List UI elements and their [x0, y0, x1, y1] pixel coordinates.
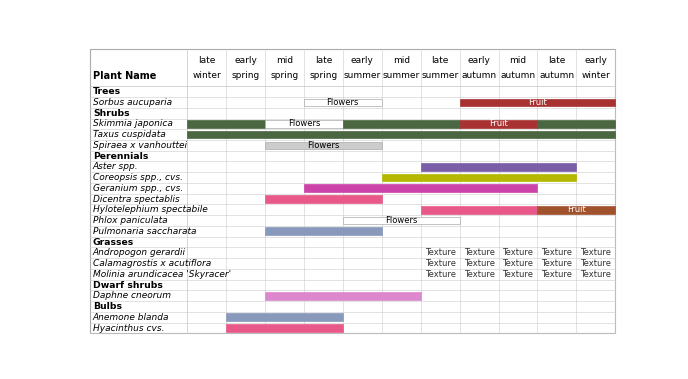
Text: Coreopsis spp., cvs.: Coreopsis spp., cvs. — [93, 173, 183, 182]
Text: Texture: Texture — [541, 270, 572, 279]
Text: Aster spp.: Aster spp. — [93, 162, 138, 171]
Bar — [265, 292, 420, 300]
Text: Texture: Texture — [541, 248, 572, 257]
Text: Calamagrostis x acutiflora: Calamagrostis x acutiflora — [93, 259, 211, 268]
Bar — [226, 324, 343, 332]
Text: early: early — [468, 56, 491, 65]
Bar — [537, 120, 615, 128]
Text: Shrubs: Shrubs — [93, 109, 129, 117]
Text: spring: spring — [231, 71, 259, 80]
Text: Hyacinthus cvs.: Hyacinthus cvs. — [93, 324, 164, 333]
Text: early: early — [584, 56, 608, 65]
Text: mid: mid — [276, 56, 293, 65]
Bar — [420, 163, 577, 171]
Text: Dwarf shrubs: Dwarf shrubs — [93, 280, 163, 290]
Text: Fruit: Fruit — [567, 205, 585, 215]
Text: Bulbs: Bulbs — [93, 302, 122, 311]
Text: Texture: Texture — [502, 259, 533, 268]
Text: Texture: Texture — [464, 270, 495, 279]
Text: early: early — [351, 56, 374, 65]
Text: Flowers: Flowers — [307, 141, 340, 150]
Text: summer: summer — [383, 71, 420, 80]
Text: Texture: Texture — [502, 270, 533, 279]
Bar — [265, 141, 382, 149]
Bar — [187, 131, 615, 138]
Bar — [460, 99, 615, 106]
Text: late: late — [548, 56, 566, 65]
Text: Spiraea x vanhouttei: Spiraea x vanhouttei — [93, 141, 187, 150]
Bar — [226, 313, 343, 321]
Text: summer: summer — [422, 71, 459, 80]
Text: winter: winter — [581, 71, 610, 80]
Bar — [343, 120, 460, 128]
Text: autumn: autumn — [462, 71, 497, 80]
Text: Dicentra spectablis: Dicentra spectablis — [93, 194, 180, 204]
Bar — [187, 120, 265, 128]
Text: Skimmia japonica: Skimmia japonica — [93, 119, 173, 128]
Text: summer: summer — [343, 71, 381, 80]
Bar — [460, 120, 537, 128]
Text: mid: mid — [509, 56, 526, 65]
Text: Flowers: Flowers — [288, 119, 320, 128]
Text: Anemone blanda: Anemone blanda — [93, 313, 169, 322]
Bar — [265, 195, 382, 203]
Text: Flowers: Flowers — [385, 216, 418, 225]
Text: early: early — [234, 56, 257, 65]
Text: Phlox paniculata: Phlox paniculata — [93, 216, 168, 225]
Text: mid: mid — [393, 56, 410, 65]
Text: Daphne cneorum: Daphne cneorum — [93, 291, 171, 300]
Text: Grasses: Grasses — [93, 238, 134, 247]
Text: late: late — [198, 56, 215, 65]
Text: Fruit: Fruit — [528, 98, 547, 107]
Text: Texture: Texture — [464, 259, 495, 268]
Text: Flowers: Flowers — [327, 98, 359, 107]
Text: Pulmonaria saccharata: Pulmonaria saccharata — [93, 227, 197, 236]
Bar — [537, 206, 615, 214]
Text: Texture: Texture — [464, 248, 495, 257]
Text: Geranium spp., cvs.: Geranium spp., cvs. — [93, 184, 183, 193]
Text: Hylotelephium spectabile: Hylotelephium spectabile — [93, 205, 208, 215]
Text: autumn: autumn — [539, 71, 574, 80]
Text: Texture: Texture — [581, 270, 612, 279]
Text: Taxus cuspidata: Taxus cuspidata — [93, 130, 166, 139]
Text: Andropogon gerardii: Andropogon gerardii — [93, 248, 186, 257]
Text: Molinia arundicacea 'Skyracer': Molinia arundicacea 'Skyracer' — [93, 270, 231, 279]
Bar — [304, 99, 382, 106]
Bar — [265, 120, 343, 128]
Text: Texture: Texture — [424, 248, 455, 257]
Bar — [343, 217, 460, 224]
Text: spring: spring — [270, 71, 299, 80]
Text: Fruit: Fruit — [489, 119, 508, 128]
Bar — [265, 227, 382, 235]
Text: Perennials: Perennials — [93, 152, 149, 161]
Bar — [420, 206, 537, 214]
Text: late: late — [314, 56, 332, 65]
Text: spring: spring — [309, 71, 338, 80]
Text: Texture: Texture — [581, 248, 612, 257]
Text: Sorbus aucuparia: Sorbus aucuparia — [93, 98, 172, 107]
Text: Texture: Texture — [424, 270, 455, 279]
Text: Texture: Texture — [581, 259, 612, 268]
Text: winter: winter — [192, 71, 221, 80]
Text: Trees: Trees — [93, 87, 121, 96]
Text: late: late — [431, 56, 449, 65]
Text: Texture: Texture — [502, 248, 533, 257]
Text: autumn: autumn — [500, 71, 535, 80]
Text: Texture: Texture — [424, 259, 455, 268]
Text: Plant Name: Plant Name — [93, 71, 156, 81]
Bar — [304, 185, 537, 192]
Bar — [382, 174, 577, 182]
Text: Texture: Texture — [541, 259, 572, 268]
